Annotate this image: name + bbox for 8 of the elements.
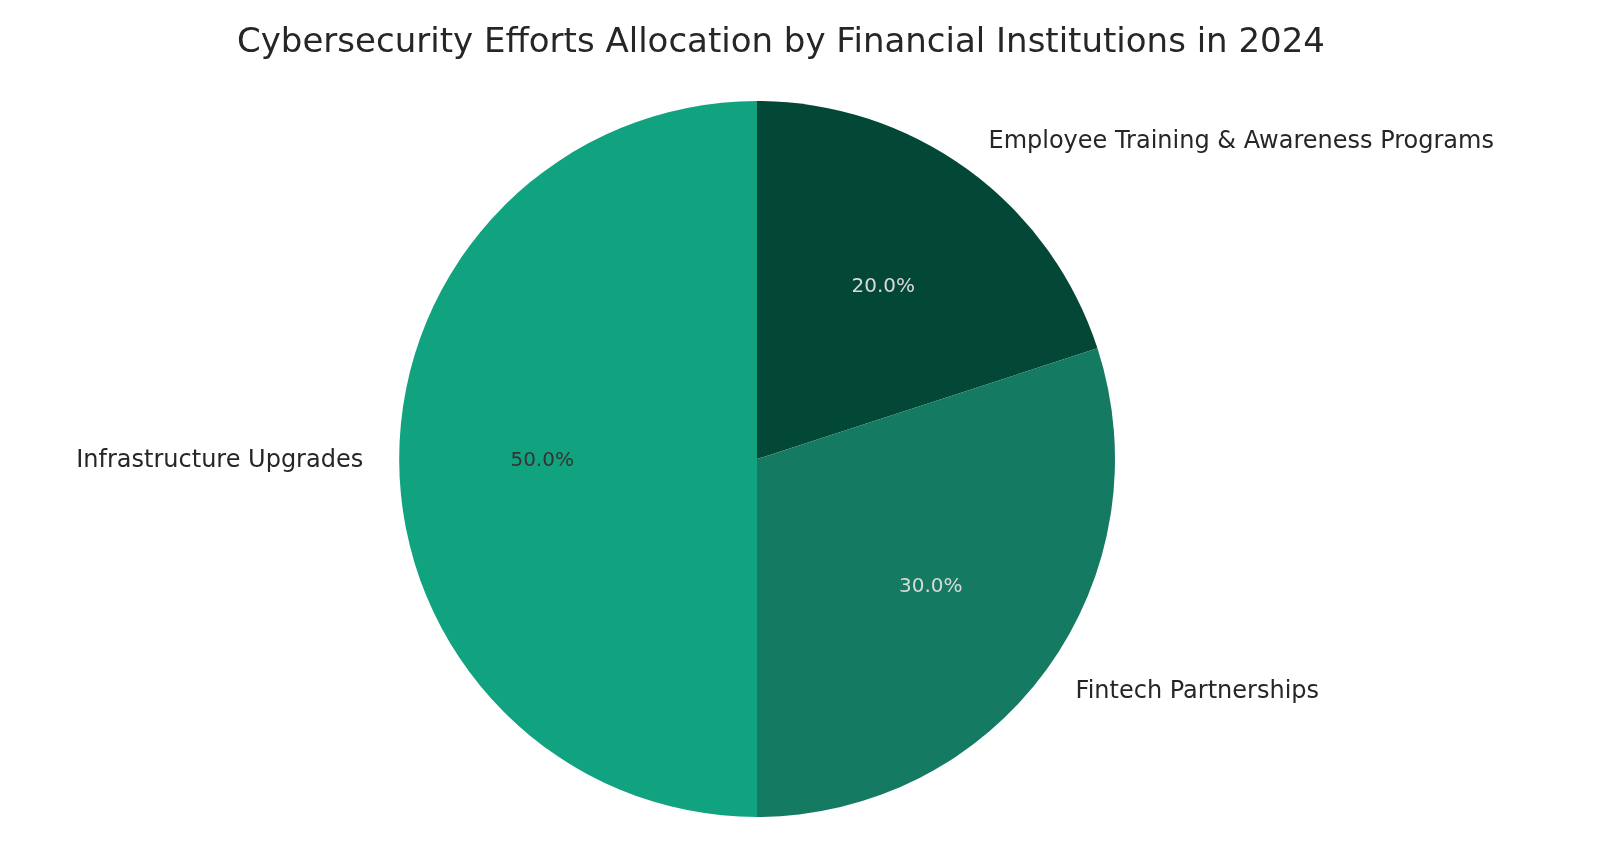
slice-label: Fintech Partnerships xyxy=(1075,676,1320,705)
slice-label: Infrastructure Upgrades xyxy=(76,445,364,473)
data-label: 50.0% xyxy=(510,447,574,471)
data-label: 20.0% xyxy=(851,273,916,298)
slice-label: Employee Training & Awareness Programs xyxy=(988,126,1494,155)
data-label: 30.0% xyxy=(899,573,963,598)
chart-title: Cybersecurity Efforts Allocation by Financial Institutions in 2024 xyxy=(236,20,1326,60)
pie-slice xyxy=(399,101,757,817)
